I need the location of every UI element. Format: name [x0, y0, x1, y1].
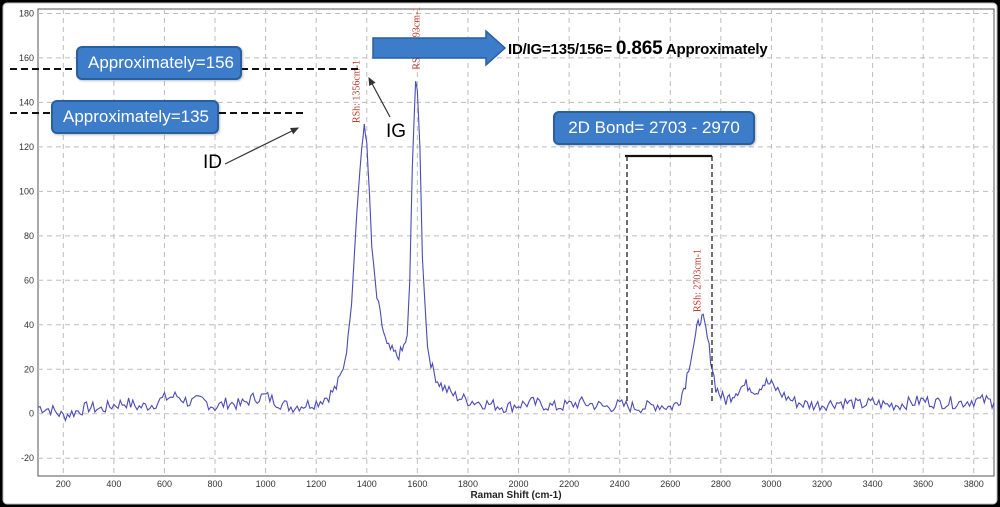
x-tick-label: 3400	[863, 479, 883, 489]
y-tick-label: 20	[24, 364, 34, 374]
id-ig-ratio-text: ID/IG=135/156= 0.865 Approximately	[508, 38, 768, 60]
x-tick-label: 3000	[761, 479, 781, 489]
x-tick-label: 1400	[357, 479, 377, 489]
x-tick-label: 1600	[407, 479, 427, 489]
ratio-suffix: Approximately	[665, 41, 768, 58]
x-tick-label: 600	[157, 479, 172, 489]
x-tick-label: 800	[208, 479, 223, 489]
ig-pointer-arrow	[368, 76, 391, 118]
y-tick-label: 80	[24, 231, 34, 241]
x-axis-label: Raman Shift (cm-1)	[470, 490, 561, 501]
x-tick-label: 2800	[711, 479, 731, 489]
y-tick-label: 60	[24, 275, 34, 285]
y-tick-label: 180	[19, 8, 34, 18]
2d-bond-callout: 2D Bond= 2703 - 2970	[553, 111, 755, 145]
peak-label: RSh: 1356cm-1	[352, 60, 363, 123]
y-tick-label: 40	[24, 320, 34, 330]
spectrum-series-line	[37, 81, 995, 423]
x-tick-label: 1800	[458, 479, 478, 489]
peak-label: RSh: 2703cm-1	[692, 249, 703, 312]
x-tick-label: 200	[56, 479, 71, 489]
id-pointer-arrow	[224, 127, 300, 165]
x-tick-label: 2200	[559, 479, 579, 489]
y-tick-label: 100	[19, 186, 34, 196]
approx-156-callout: Approximately=156	[76, 46, 242, 80]
x-tick-label: 1200	[306, 479, 326, 489]
y-tick-label: -20	[21, 453, 34, 463]
y-tick-label: 0	[29, 409, 34, 419]
x-tick-label: 3600	[913, 479, 933, 489]
id-peak-label: ID	[203, 152, 222, 173]
y-tick-label: 160	[19, 53, 34, 63]
y-tick-label: 120	[19, 142, 34, 152]
x-tick-label: 2400	[610, 479, 630, 489]
x-tick-label: 3200	[812, 479, 832, 489]
ig-peak-label: IG	[386, 121, 407, 142]
x-tick-label: 1000	[256, 479, 276, 489]
ratio-arrow	[372, 29, 507, 67]
x-tick-label: 3800	[964, 479, 984, 489]
x-tick-label: 2600	[660, 479, 680, 489]
ratio-value: 0.865	[615, 38, 663, 59]
x-tick-label: 2000	[509, 479, 529, 489]
plot-area	[37, 8, 995, 477]
ratio-prefix: ID/IG=135/156=	[508, 41, 612, 58]
x-tick-label: 400	[106, 479, 121, 489]
y-tick-label: 140	[19, 97, 34, 107]
approx-135-callout: Approximately=135	[51, 100, 219, 134]
